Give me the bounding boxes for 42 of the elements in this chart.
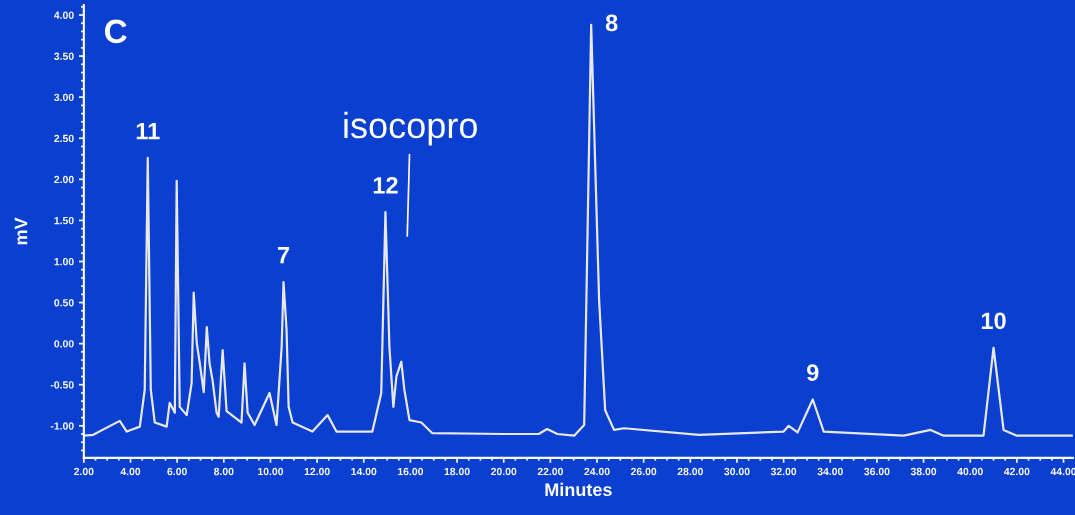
x-tick-label: 4.00	[120, 467, 141, 476]
x-tick-label: 34.00	[817, 467, 843, 476]
y-tick-label: 0.50	[54, 299, 74, 307]
annotation: 9	[807, 364, 819, 381]
x-tick-label: 38.00	[910, 467, 937, 476]
x-tick-label: 28.00	[677, 467, 703, 476]
x-tick-label: 20.00	[491, 467, 517, 476]
x-tick-label: 8.00	[214, 467, 234, 476]
y-tick-label: 2.00	[54, 175, 74, 184]
x-tick-label: 6.00	[167, 467, 187, 476]
annotation: 10	[981, 312, 1006, 330]
annotation: C	[105, 19, 127, 44]
annotation: isocopro	[344, 111, 477, 146]
y-axis-title: mV	[14, 217, 28, 245]
annotation: 7	[277, 246, 290, 264]
y-tick-label: 2.50	[54, 134, 74, 143]
y-tick-label: -0.50	[50, 381, 74, 389]
x-tick-label: 36.00	[864, 467, 890, 476]
annotation: 12	[373, 176, 398, 194]
x-axis-title: Minutes	[545, 482, 612, 497]
x-tick-label: 18.00	[444, 467, 470, 476]
x-tick-label: 22.00	[537, 467, 563, 476]
x-tick-label: 10.00	[258, 467, 284, 476]
y-tick-label: 1.00	[54, 257, 74, 266]
x-tick-label: 16.00	[398, 467, 424, 476]
x-tick-label: 2.00	[74, 467, 94, 476]
x-tick-label: 32.00	[770, 467, 797, 476]
x-tick-label: 24.00	[584, 467, 610, 476]
x-tick-label: 26.00	[630, 467, 657, 476]
x-tick-label: 42.00	[1003, 467, 1030, 476]
y-tick-label: 4.00	[54, 11, 74, 19]
x-tick-label: 30.00	[724, 467, 750, 476]
y-tick-label: 1.50	[54, 216, 74, 225]
y-tick-label: 3.00	[54, 93, 74, 102]
x-tick-label: 12.00	[304, 467, 330, 476]
y-tick-label: 3.50	[54, 52, 74, 60]
annotation: 8	[605, 14, 618, 32]
y-tick-label: 0.00	[54, 340, 74, 348]
y-tick-label: -1.00	[50, 422, 74, 430]
x-tick-label: 40.00	[957, 467, 983, 476]
x-tick-label: 14.00	[351, 467, 377, 476]
annotation: 11	[136, 122, 160, 140]
